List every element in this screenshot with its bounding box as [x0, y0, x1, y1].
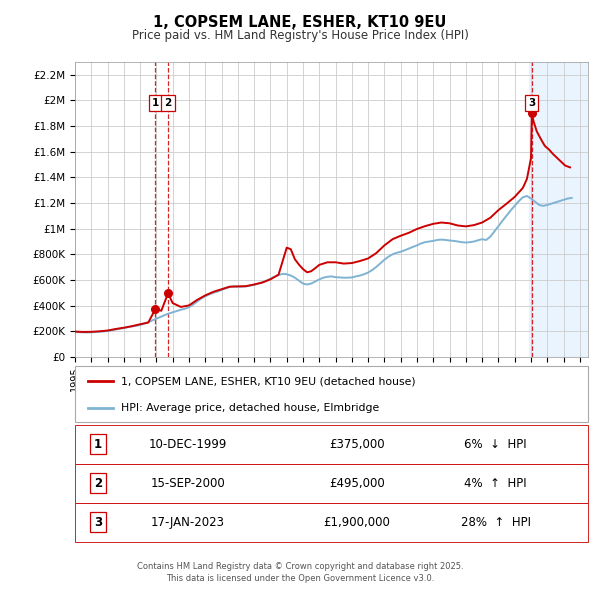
- Text: 2: 2: [164, 98, 172, 108]
- Bar: [529, 62, 588, 357]
- Text: £495,000: £495,000: [329, 477, 385, 490]
- Text: 1: 1: [152, 98, 159, 108]
- Text: 4%  ↑  HPI: 4% ↑ HPI: [464, 477, 527, 490]
- Text: £375,000: £375,000: [329, 438, 385, 451]
- Text: 1, COPSEM LANE, ESHER, KT10 9EU (detached house): 1, COPSEM LANE, ESHER, KT10 9EU (detache…: [121, 376, 416, 386]
- Text: 1, COPSEM LANE, ESHER, KT10 9EU: 1, COPSEM LANE, ESHER, KT10 9EU: [154, 15, 446, 30]
- Text: £1,900,000: £1,900,000: [324, 516, 391, 529]
- Text: Contains HM Land Registry data © Crown copyright and database right 2025.
This d: Contains HM Land Registry data © Crown c…: [137, 562, 463, 583]
- Text: 10-DEC-1999: 10-DEC-1999: [149, 438, 227, 451]
- Bar: [75, 464, 588, 503]
- Text: 28%  ↑  HPI: 28% ↑ HPI: [461, 516, 530, 529]
- Text: 6%  ↓  HPI: 6% ↓ HPI: [464, 438, 527, 451]
- Bar: [75, 503, 588, 542]
- Text: 1: 1: [94, 438, 102, 451]
- Text: HPI: Average price, detached house, Elmbridge: HPI: Average price, detached house, Elmb…: [121, 403, 379, 413]
- Text: 2: 2: [94, 477, 102, 490]
- Text: 17-JAN-2023: 17-JAN-2023: [151, 516, 225, 529]
- Bar: [75, 425, 588, 464]
- Text: 3: 3: [528, 98, 535, 108]
- Text: 3: 3: [94, 516, 102, 529]
- Text: Price paid vs. HM Land Registry's House Price Index (HPI): Price paid vs. HM Land Registry's House …: [131, 30, 469, 42]
- Text: 15-SEP-2000: 15-SEP-2000: [151, 477, 225, 490]
